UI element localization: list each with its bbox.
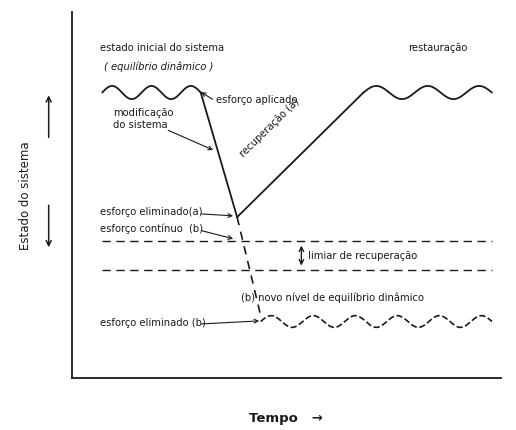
Text: modificação
do sistema: modificação do sistema xyxy=(113,108,173,130)
Text: esforço eliminado (b): esforço eliminado (b) xyxy=(100,317,206,327)
Text: ( equilíbrio dinâmico ): ( equilíbrio dinâmico ) xyxy=(104,61,214,71)
Text: (b) novo nível de equilíbrio dinâmico: (b) novo nível de equilíbrio dinâmico xyxy=(241,292,425,302)
Text: estado inicial do sistema: estado inicial do sistema xyxy=(100,43,224,53)
Text: restauração: restauração xyxy=(409,43,468,53)
Text: esforço contínuo  (b): esforço contínuo (b) xyxy=(100,223,203,233)
Text: esforço eliminado(a): esforço eliminado(a) xyxy=(100,207,203,217)
Text: recuperação (a): recuperação (a) xyxy=(237,97,301,159)
Text: Estado do sistema: Estado do sistema xyxy=(19,141,31,250)
Text: Tempo   →: Tempo → xyxy=(249,411,324,424)
Text: limiar de recuperação: limiar de recuperação xyxy=(308,251,417,261)
Text: esforço aplicado: esforço aplicado xyxy=(216,95,297,104)
